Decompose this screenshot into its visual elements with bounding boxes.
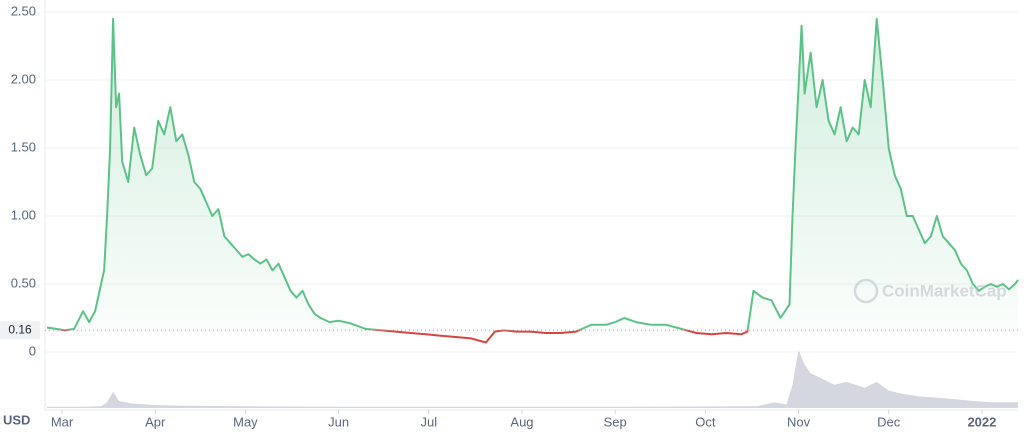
x-tick-label: Dec — [877, 414, 901, 429]
price-area — [47, 18, 1018, 331]
volume-area — [47, 350, 1018, 408]
x-tick-label: May — [233, 414, 258, 429]
x-tick-label: Oct — [695, 414, 716, 429]
x-tick-label: Apr — [145, 414, 166, 429]
y-tick-label: 0.50 — [11, 275, 36, 290]
y-tick-label: 2.50 — [11, 3, 36, 18]
x-tick-label: Jun — [328, 414, 349, 429]
watermark-logo — [853, 278, 879, 304]
y-tick-label: 1.50 — [11, 139, 36, 154]
watermark-text: CoinMarketCap — [882, 281, 1007, 300]
baseline-label: 0.16 — [8, 322, 32, 336]
y-tick-label: 1.00 — [11, 207, 36, 222]
price-line-up — [46, 17, 1019, 331]
x-tick-label: Jul — [420, 414, 437, 429]
x-tick-label: Nov — [787, 414, 811, 429]
x-tick-label: Mar — [51, 414, 74, 429]
x-tick-label: Sep — [604, 414, 627, 429]
currency-label: USD — [3, 412, 30, 427]
x-tick-label: 2022 — [967, 414, 996, 429]
x-tick-label: Aug — [510, 414, 533, 429]
watermark: CoinMarketCap — [853, 278, 1007, 304]
baseline-label-box — [0, 321, 40, 340]
price-line-down — [58, 330, 749, 344]
y-tick-label: 2.00 — [11, 71, 36, 86]
y-tick-label: 0 — [29, 343, 36, 358]
